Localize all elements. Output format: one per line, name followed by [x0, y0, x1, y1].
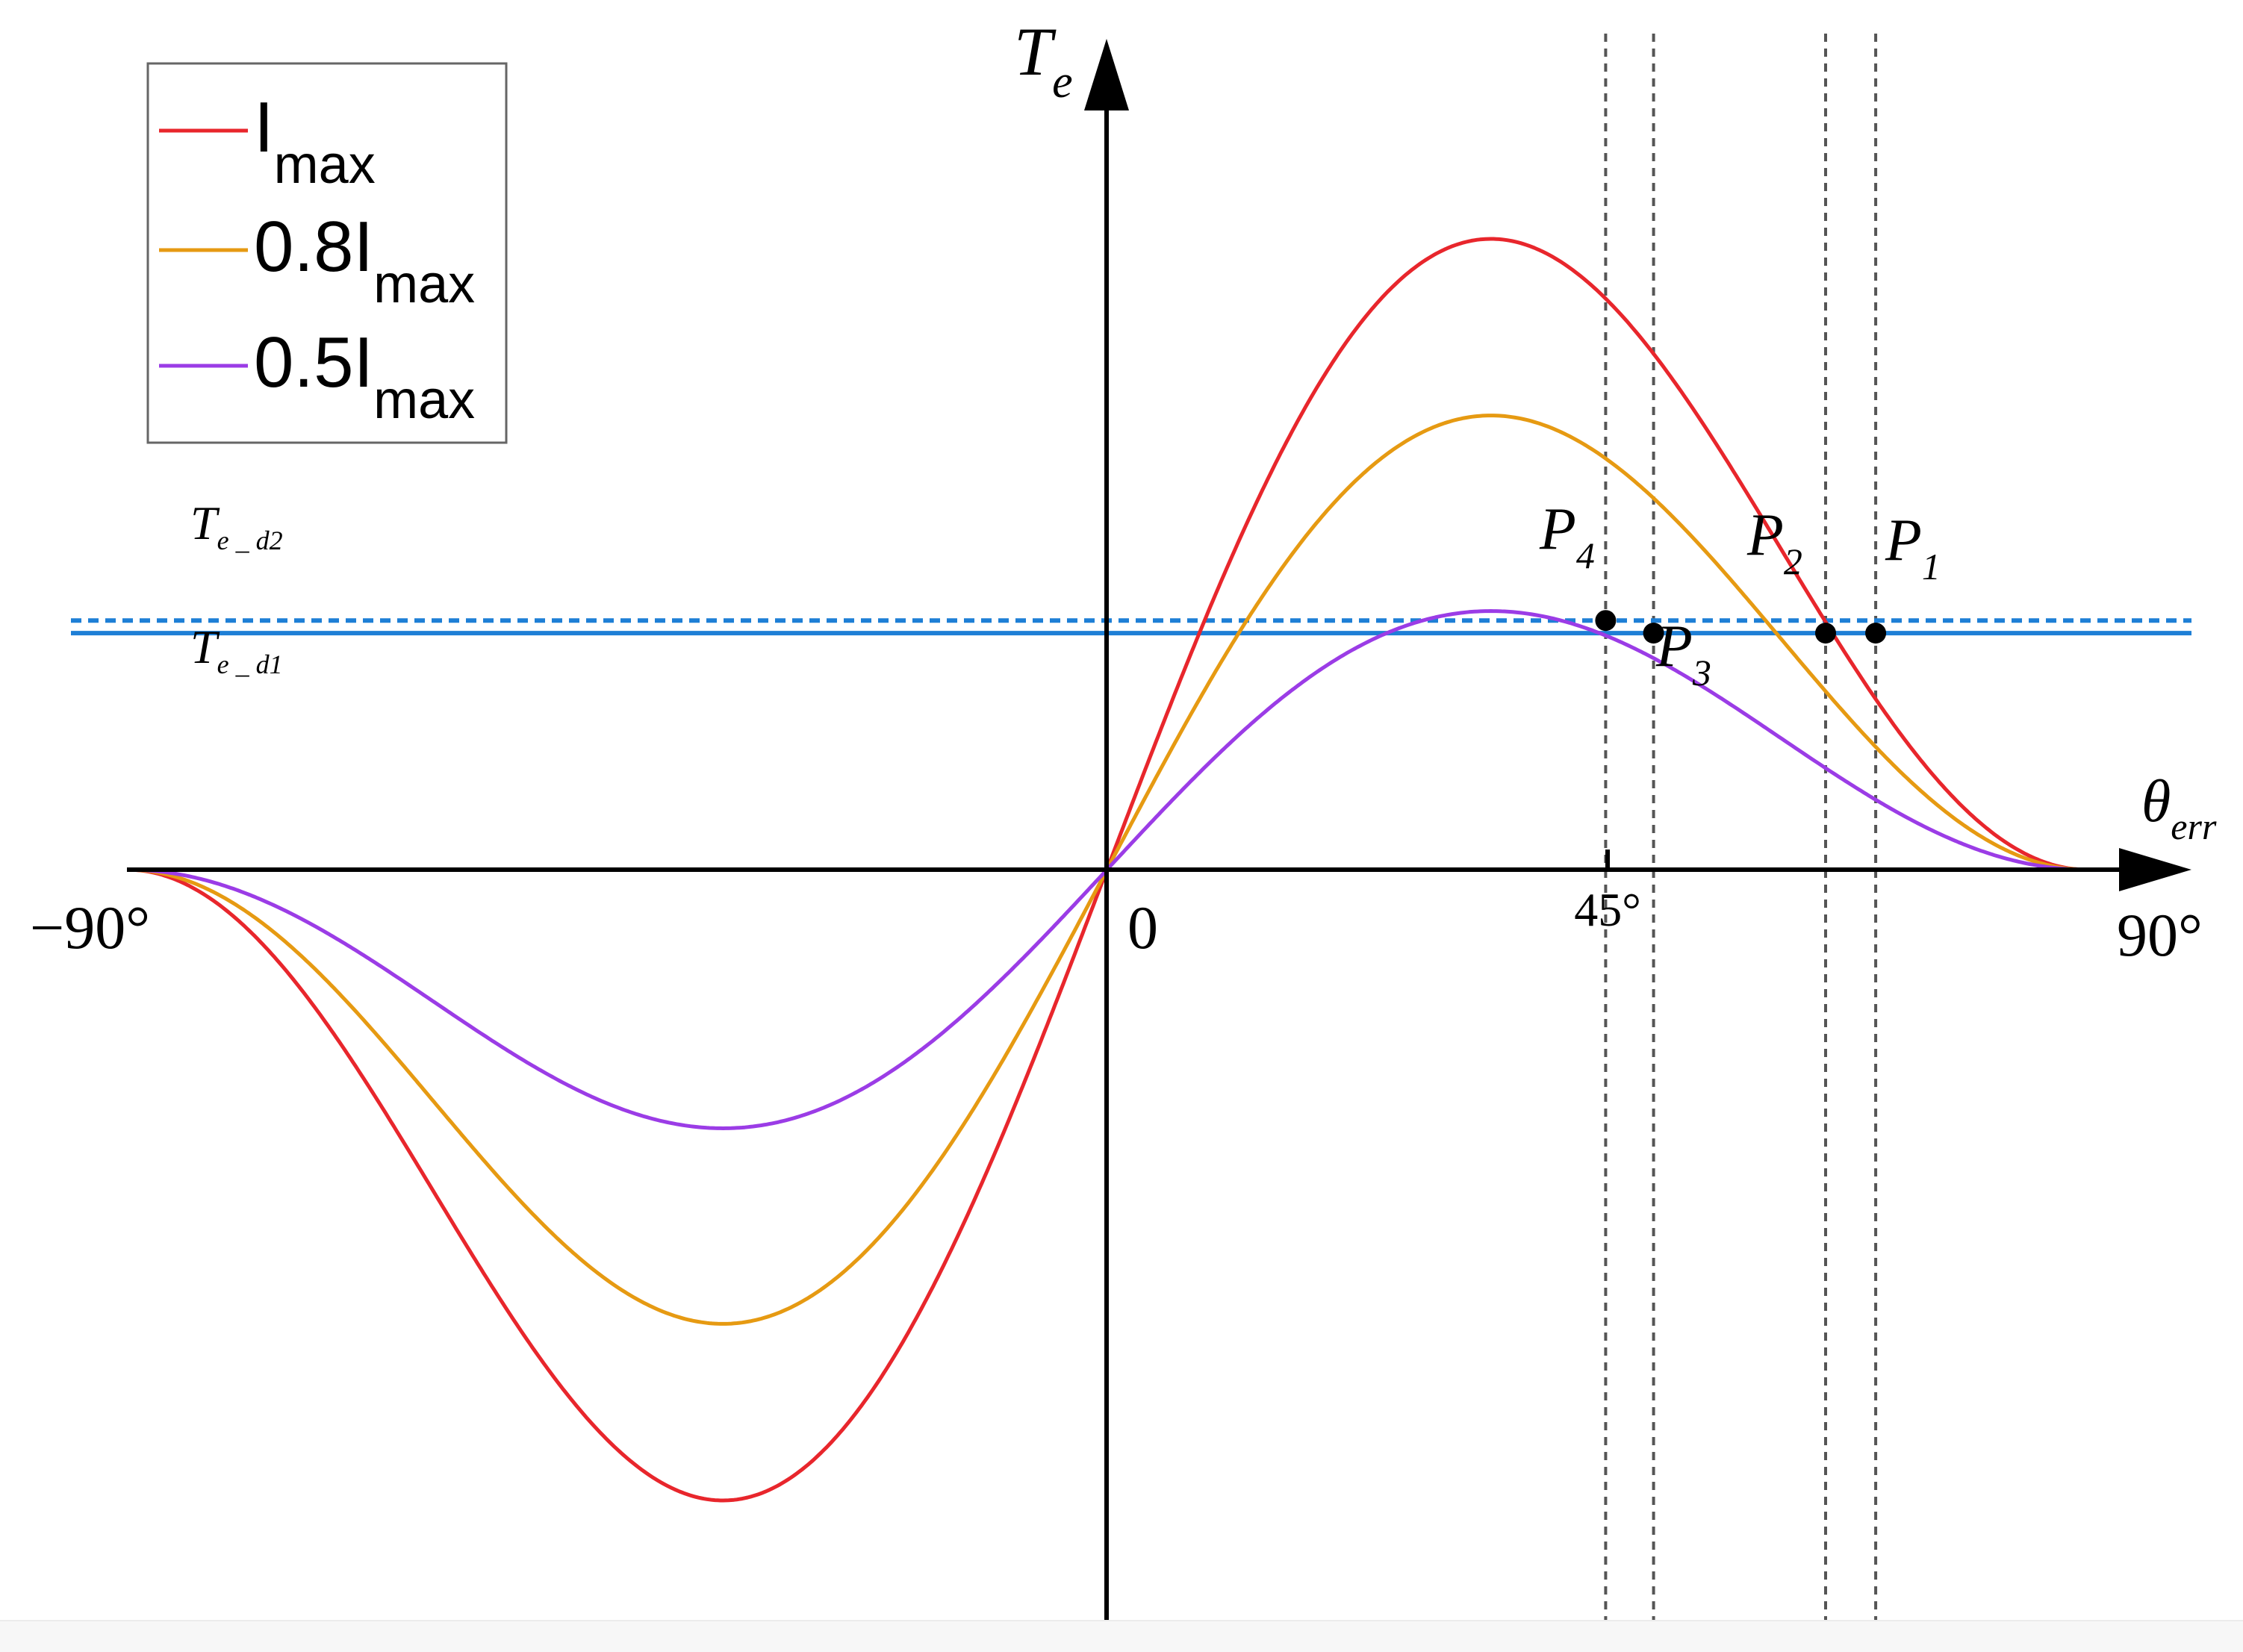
point-marker-P1 — [1865, 623, 1887, 644]
reference-lines — [71, 618, 2191, 636]
point-marker-P2 — [1815, 623, 1836, 644]
y-axis-label: Te — [1014, 13, 1073, 107]
x-tick-label-0: 0 — [1127, 894, 1158, 961]
x-axis-label: θerr — [2141, 769, 2217, 847]
point-label-P2: P2 — [1746, 502, 1802, 582]
chart-text: Te θerr −90° 0 45° 90° Te _ d2 Te _ d1 P4 P3 P2 P1 — [30, 13, 2217, 969]
bottom-band — [0, 1620, 2243, 1652]
x-tick-label-45: 45° — [1574, 883, 1641, 936]
reference-label-T_e_d2: Te _ d2 — [190, 496, 283, 555]
point-marker-P3 — [1643, 623, 1664, 644]
reference-label-T_e_d1: Te _ d1 — [190, 620, 283, 679]
y-axis-arrow — [1084, 39, 1129, 110]
x-axis-arrow — [2119, 848, 2191, 891]
legend-box — [146, 62, 508, 444]
vertical-guides — [1604, 34, 1878, 1627]
point-label-P4: P4 — [1539, 496, 1595, 576]
point-label-P1: P1 — [1885, 508, 1941, 587]
x-tick-label-90: 90° — [2117, 901, 2203, 969]
axes — [127, 39, 2191, 1627]
legend-label-3: 0.5Imax — [254, 322, 475, 430]
x-tick-label--90: −90° — [30, 894, 150, 961]
intersection-points — [1595, 610, 1887, 644]
point-marker-P4 — [1595, 610, 1617, 632]
legend-label-2: 0.8Imax — [254, 207, 475, 314]
point-label-P3: P3 — [1655, 614, 1711, 693]
legend-label-1: Imax — [254, 87, 376, 195]
